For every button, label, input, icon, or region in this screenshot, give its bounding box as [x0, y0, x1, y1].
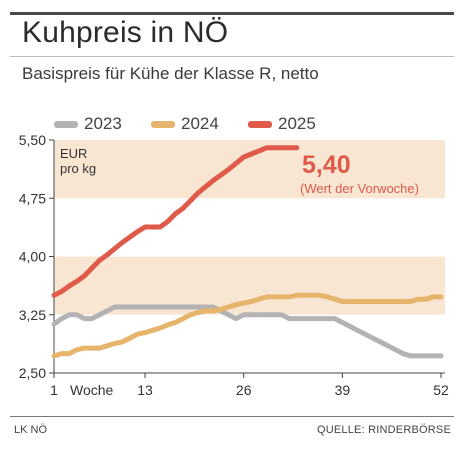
legend-swatch-2025	[248, 120, 272, 128]
legend-item-2023: 2023	[54, 114, 122, 134]
y-tick-label-3: 4,75	[19, 190, 46, 206]
series-line-2025	[51, 145, 300, 298]
band-1	[54, 140, 445, 199]
legend-swatch-2024	[151, 120, 175, 128]
legend: 2023 2024 2025	[0, 114, 463, 136]
x-tick-label-2: 26	[236, 382, 252, 398]
y-tick-label-1: 3,25	[19, 307, 46, 323]
x-tick-label-3: 39	[335, 382, 351, 398]
footer-source: QUELLE: RINDERBÖRSE	[316, 424, 451, 436]
callout-note: (Wert der Vorwoche)	[300, 181, 419, 196]
y-tick-label-2: 4,00	[19, 249, 46, 265]
series-line-2024	[51, 292, 444, 359]
y-unit-label-line1: EUR	[60, 146, 87, 161]
x-tick-label-4: 52	[433, 382, 449, 398]
legend-item-2025: 2025	[248, 114, 316, 134]
callout-value: 5,40	[302, 151, 351, 179]
footer-divider	[10, 416, 454, 417]
legend-item-2024: 2024	[151, 114, 219, 134]
top-rule	[10, 12, 454, 15]
x-tick-label-1: 13	[137, 382, 153, 398]
legend-label-2023: 2023	[84, 114, 122, 133]
chart-title: Kuhpreis in NÖ	[22, 16, 229, 49]
y-unit-label-line2: pro kg	[60, 161, 96, 176]
x-tick-label-0: 1	[50, 382, 58, 398]
y-tick-label-0: 2,50	[19, 365, 46, 381]
legend-label-2025: 2025	[278, 114, 316, 133]
footer-publisher: LK NÖ	[14, 424, 48, 436]
legend-swatch-2023	[54, 120, 78, 128]
y-tick-label-4: 5,50	[19, 132, 46, 148]
chart-subtitle: Basispreis für Kühe der Klasse R, netto	[22, 64, 319, 83]
title-divider	[10, 56, 454, 57]
legend-label-2024: 2024	[181, 114, 219, 133]
series-line-2023	[51, 304, 444, 359]
x-axis-title: Woche	[70, 382, 114, 398]
